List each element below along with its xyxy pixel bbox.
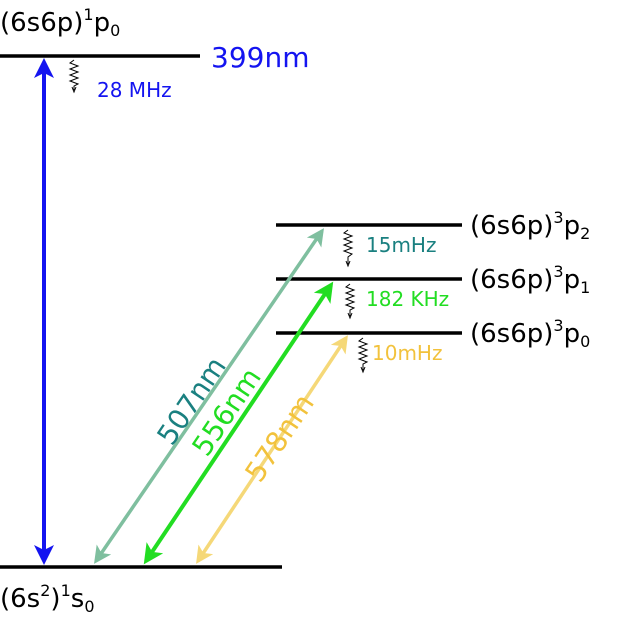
linewidth-label-182khz: 182 KHz <box>366 287 449 311</box>
decay-squiggle-3p2 <box>342 229 354 268</box>
level-label-3p1: (6s6p)3p1 <box>470 262 590 297</box>
decay-squiggle-3p1 <box>344 283 356 320</box>
linewidth-label-28mhz: 28 MHz <box>97 78 172 102</box>
decay-squiggle-1p0 <box>68 59 80 94</box>
level-label-3p0: (6s6p)3p0 <box>470 316 590 351</box>
level-label-ground: (6s2)1s0 <box>0 581 95 616</box>
decay-squiggle-3p0 <box>357 337 369 374</box>
linewidth-label-15mhz: 15mHz <box>366 233 436 257</box>
level-label-1p0: (6s6p)1p0 <box>0 5 120 40</box>
transition-arrow-578nm <box>196 335 348 564</box>
level-label-3p2: (6s6p)3p2 <box>470 208 590 243</box>
wavelength-label-399nm: 399nm <box>211 41 309 74</box>
linewidth-label-10mhz: 10mHz <box>372 341 442 365</box>
